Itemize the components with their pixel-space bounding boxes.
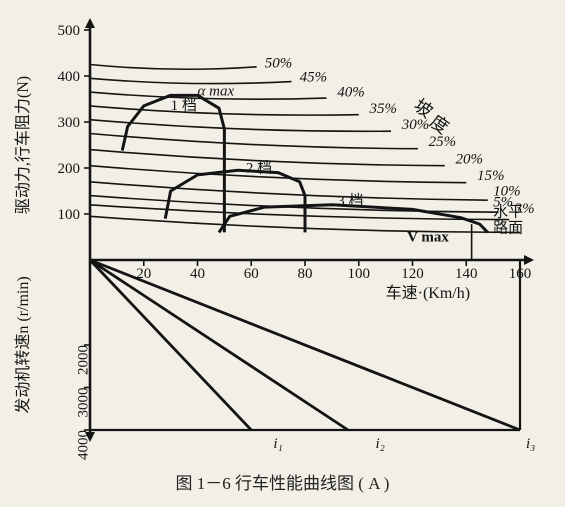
grade-label: 15% [477, 168, 505, 184]
upper-ytick-label: 100 [58, 207, 81, 223]
grade-label: 25% [429, 134, 457, 150]
grade-label: 50% [265, 56, 293, 72]
grade-label: 45% [300, 70, 328, 86]
gear-label: 2 档 [246, 160, 272, 177]
i2-label: i₂ [376, 436, 385, 452]
x-axis-label: 车速·(Km/h) [386, 284, 470, 302]
xtick-label: 40 [190, 266, 205, 282]
upper-ytick-label: 500 [58, 23, 81, 39]
gear-label: 1 档 [171, 97, 197, 114]
upper-ytick-label: 200 [58, 161, 81, 177]
i3-label: i₃ [526, 436, 535, 452]
chart-figure: 10020030040050020406080100120140160车速·(K… [0, 0, 565, 507]
lower-ytick-label: 2000 [75, 345, 91, 375]
xtick-label: 80 [298, 266, 313, 282]
upper-ytick-label: 300 [58, 115, 81, 131]
grade-label: 35% [369, 101, 398, 117]
xtick-label: 100 [348, 266, 371, 282]
level-road-label: 水平 [493, 203, 523, 220]
lower-y-label: 发动机转速n (r/min) [14, 276, 32, 413]
lower-ytick-label: 4000 [75, 430, 91, 460]
grade-label: 20% [456, 151, 484, 167]
grade-label: 40% [337, 85, 365, 101]
xtick-label: 140 [455, 266, 478, 282]
xtick-label: 60 [244, 266, 259, 282]
figure-caption: 图 1－6 行车性能曲线图 ( A ) [176, 474, 390, 493]
i1-label: i₁ [273, 436, 282, 452]
vmax-label: V max [407, 230, 449, 246]
upper-ytick-label: 400 [58, 69, 81, 85]
lower-ytick-label: 3000 [75, 388, 91, 418]
upper-y-label: 驱动力,行车阻力(N) [14, 76, 32, 214]
level-road-label: 路面 [493, 219, 523, 236]
xtick-label: 120 [401, 266, 424, 282]
